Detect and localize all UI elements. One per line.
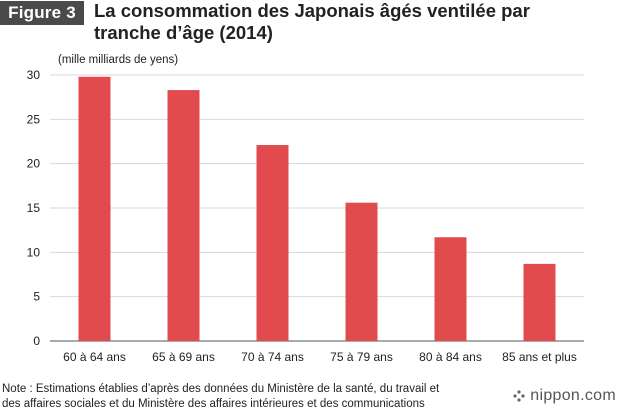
x-tick-label: 60 à 64 ans (63, 350, 126, 364)
y-tick-label: 15 (27, 201, 41, 215)
chart-header: Figure 3 La consommation des Japonais âg… (0, 0, 624, 44)
bar-3 (345, 202, 378, 341)
y-axis-unit-label: (mille milliards de yens) (58, 54, 178, 66)
brand-logo: nippon.com (512, 386, 616, 406)
chart-title-line-1: La consommation des Japonais âgés ventil… (94, 0, 530, 21)
y-tick-label: 5 (33, 290, 40, 304)
y-tick-label: 25 (27, 112, 41, 126)
y-tick-label: 10 (27, 245, 41, 259)
bar-2 (256, 145, 289, 341)
chart-title-line-2: tranche d’âge (2014) (94, 22, 273, 43)
footnote-line-2: des affaires sociales et du Ministère de… (2, 397, 425, 410)
bar-5 (523, 263, 556, 341)
x-tick-label: 70 à 74 ans (241, 350, 304, 364)
y-tick-label: 20 (27, 157, 41, 171)
y-tick-label: 30 (27, 68, 41, 82)
footnote: Note : Estimations établies d’après des … (2, 382, 502, 411)
figure-badge: Figure 3 (0, 1, 84, 25)
x-tick-label: 65 à 69 ans (152, 350, 215, 364)
y-tick-label: 0 (33, 334, 40, 348)
bar-1 (167, 90, 200, 341)
chart-area: (mille milliards de yens) 0 5 10 15 20 25 30 60 … (0, 44, 624, 374)
bar-chart: (mille milliards de yens) 0 5 10 15 20 25 30 60 … (27, 54, 584, 364)
footnote-line-1: Note : Estimations établies d’après des … (2, 383, 440, 395)
x-tick-label: 85 ans et plus (502, 350, 577, 364)
chart-title: La consommation des Japonais âgés ventil… (94, 0, 614, 44)
nippon-logo-icon (512, 389, 526, 403)
x-tick-label: 75 à 79 ans (330, 350, 393, 364)
brand-text: nippon.com (530, 387, 616, 404)
bar-0 (78, 76, 111, 342)
bar-4 (434, 237, 467, 341)
x-tick-label: 80 à 84 ans (419, 350, 482, 364)
